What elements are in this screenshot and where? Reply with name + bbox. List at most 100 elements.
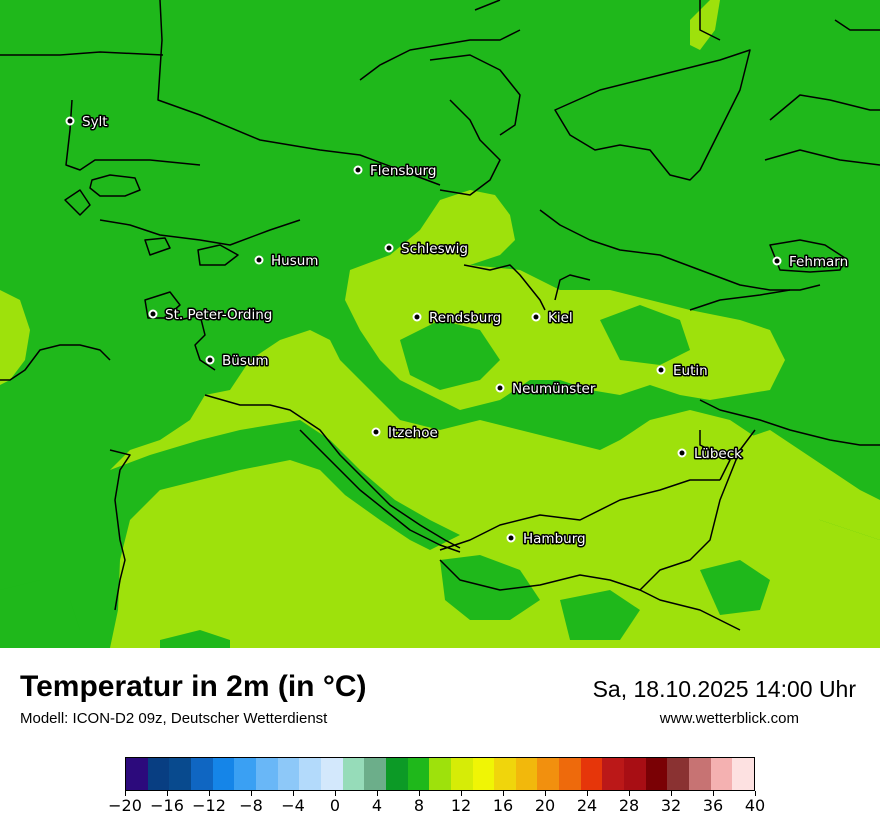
website-link[interactable]: www.wetterblick.com	[659, 710, 799, 727]
cool-patch-4	[700, 560, 770, 615]
city-marker	[148, 309, 158, 319]
forecast-datetime: Sa, 18.10.2025 14:00 Uhr	[592, 676, 856, 702]
legend-swatch	[429, 758, 451, 790]
city-marker	[371, 427, 381, 437]
legend-swatch	[689, 758, 711, 790]
cool-patch-1	[400, 320, 500, 390]
legend-tick-label: −16	[150, 796, 184, 815]
legend-tick-mark	[713, 791, 714, 796]
legend-tick-mark	[461, 791, 462, 796]
city-marker	[495, 383, 505, 393]
legend-tick-label: 12	[450, 796, 472, 815]
legend-tick-label: −8	[239, 796, 263, 815]
warm-area-southeast	[740, 430, 880, 540]
city-marker	[531, 312, 541, 322]
legend-swatch	[580, 758, 603, 790]
city-label: Itzehoe	[388, 425, 438, 441]
warm-area-west	[0, 290, 30, 385]
legend-tick-mark	[209, 791, 210, 796]
legend-tick-mark	[503, 791, 504, 796]
cool-patch-7	[560, 590, 640, 640]
city-markers: Sylt Flensburg Schleswig Husum Fehmarn St. Pe…	[65, 113, 850, 549]
legend-tick-label: 28	[618, 796, 640, 815]
legend-tick-mark	[755, 791, 756, 796]
color-legend	[125, 757, 755, 791]
legend-swatch	[255, 758, 278, 790]
legend-swatch	[472, 758, 495, 790]
city-label: Husum	[271, 253, 318, 269]
city-marker	[65, 116, 75, 126]
city-label: Sylt	[82, 114, 108, 130]
legend-tick-label: 8	[413, 796, 425, 815]
legend-swatch	[407, 758, 430, 790]
legend-swatch	[667, 758, 690, 790]
city-marker	[254, 255, 264, 265]
legend-tick-label: 36	[702, 796, 724, 815]
legend-tick-label: 16	[492, 796, 514, 815]
legend-tick-label: 0	[329, 796, 341, 815]
legend-swatch	[559, 758, 581, 790]
legend-tick-label: −4	[281, 796, 305, 815]
legend-swatch	[385, 758, 408, 790]
city-label: Fehmarn	[789, 254, 848, 270]
city-marker	[656, 365, 666, 375]
city-marker	[205, 355, 215, 365]
city-marker	[772, 256, 782, 266]
chart-title: Temperatur in 2m (in °C)	[20, 670, 367, 703]
model-info: Modell: ICON-D2 09z, Deutscher Wetterdie…	[20, 710, 328, 727]
coastlines	[0, 0, 880, 631]
city-label: Neumünster	[512, 381, 596, 397]
legend-swatch	[190, 758, 213, 790]
legend-swatch	[277, 758, 300, 790]
city-marker	[506, 533, 516, 543]
legend-tick-mark	[251, 791, 252, 796]
legend-swatch	[299, 758, 321, 790]
legend-tick-mark	[125, 791, 126, 796]
legend-tick-label: 32	[660, 796, 682, 815]
city-label: St. Peter-Ording	[165, 307, 272, 323]
legend-swatch	[624, 758, 646, 790]
legend-tick-mark	[629, 791, 630, 796]
legend-swatch	[450, 758, 473, 790]
city-label: Flensburg	[370, 163, 436, 179]
legend-swatch	[364, 758, 386, 790]
city-label: Hamburg	[523, 531, 586, 547]
warm-area-south	[110, 330, 880, 648]
legend-ticks: −20 −16 −12 −8 −4 0 4 8 12 16 20 24 28 32 36 40	[108, 791, 765, 831]
legend-tick-label: 24	[576, 796, 598, 815]
legend-swatch	[645, 758, 668, 790]
city-label: Kiel	[548, 310, 573, 326]
legend-tick-label: −20	[108, 796, 142, 815]
legend-swatch	[234, 758, 256, 790]
legend-swatch	[342, 758, 365, 790]
cool-patch-2	[600, 305, 690, 365]
legend-swatch	[710, 758, 733, 790]
legend-swatch	[126, 758, 148, 790]
legend-tick-label: 20	[534, 796, 556, 815]
temperature-map: Sylt Flensburg Schleswig Husum Fehmarn St. Pe…	[0, 0, 880, 648]
city-label: Rendsburg	[429, 310, 501, 326]
legend-swatch	[494, 758, 516, 790]
city-label: Büsum	[222, 353, 269, 369]
city-marker	[384, 243, 394, 253]
warm-area-fehmarn	[690, 0, 720, 50]
city-marker	[677, 448, 687, 458]
city-label: Schleswig	[401, 241, 468, 257]
legend-tick-label: −12	[192, 796, 226, 815]
legend-swatch	[169, 758, 191, 790]
legend-tick-label: 40	[744, 796, 766, 815]
city-label: Eutin	[673, 363, 708, 379]
legend-swatch	[537, 758, 560, 790]
legend-swatch	[515, 758, 538, 790]
cool-patch-5	[0, 580, 80, 648]
legend-tick-mark	[293, 791, 294, 796]
legend-tick-mark	[671, 791, 672, 796]
city-marker	[353, 165, 363, 175]
legend-tick-mark	[419, 791, 420, 796]
legend-tick-mark	[545, 791, 546, 796]
legend-swatch	[602, 758, 625, 790]
legend-swatch	[147, 758, 170, 790]
legend-tick-mark	[587, 791, 588, 796]
legend-swatch	[732, 758, 755, 790]
legend-tick-label: 4	[371, 796, 383, 815]
